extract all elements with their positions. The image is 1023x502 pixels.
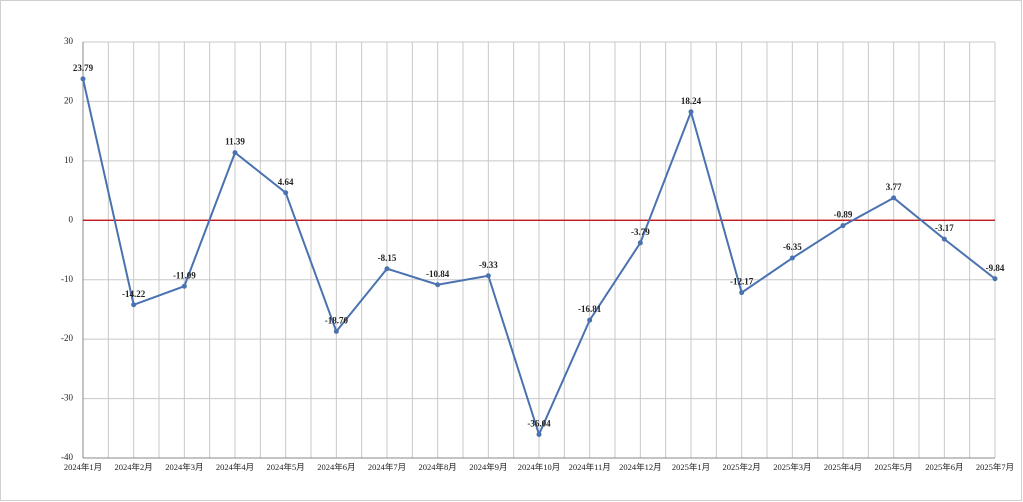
x-tick-label: 2025年7月 xyxy=(976,462,1014,472)
data-point xyxy=(232,150,238,156)
data-point xyxy=(384,266,390,272)
x-tick-label: 2024年11月 xyxy=(569,462,611,472)
data-point xyxy=(992,276,998,282)
y-tick-label: 0 xyxy=(69,214,74,224)
data-label: -10.84 xyxy=(426,269,450,279)
y-tick-label: -40 xyxy=(61,452,73,462)
data-point xyxy=(688,109,694,115)
data-label: 11.39 xyxy=(225,137,245,147)
data-label: -18.70 xyxy=(325,315,349,325)
data-point xyxy=(840,223,846,229)
x-tick-label: 2024年8月 xyxy=(419,462,457,472)
data-point xyxy=(283,190,289,196)
y-tick-label: 30 xyxy=(64,36,74,46)
data-label: -36.04 xyxy=(527,419,551,429)
x-tick-label: 2024年4月 xyxy=(216,462,254,472)
data-label: 23.79 xyxy=(73,63,94,73)
x-tick-label: 2025年2月 xyxy=(723,462,761,472)
data-label: -3.17 xyxy=(935,223,954,233)
data-point xyxy=(637,240,643,246)
data-label: -12.17 xyxy=(730,277,754,287)
x-tick-label: 2024年7月 xyxy=(368,462,406,472)
data-point xyxy=(587,317,593,323)
data-label: -9.84 xyxy=(986,263,1005,273)
data-point xyxy=(739,290,745,296)
data-label: -6.35 xyxy=(783,242,802,252)
data-label: -3.79 xyxy=(631,227,650,237)
x-tick-label: 2025年1月 xyxy=(672,462,710,472)
data-point xyxy=(485,273,491,279)
data-point xyxy=(435,282,441,288)
data-point xyxy=(789,255,795,261)
data-label: 4.64 xyxy=(278,177,294,187)
data-point xyxy=(80,76,86,82)
x-tick-label: 2024年3月 xyxy=(165,462,203,472)
y-tick-label: -20 xyxy=(61,333,73,343)
y-tick-label: 20 xyxy=(64,95,74,105)
data-point xyxy=(941,236,947,242)
x-tick-label: 2024年6月 xyxy=(317,462,355,472)
y-tick-label: -10 xyxy=(61,274,73,284)
data-label: 3.77 xyxy=(886,182,902,192)
data-label: -8.15 xyxy=(378,253,397,263)
data-point xyxy=(891,195,897,201)
y-tick-label: -30 xyxy=(61,393,73,403)
data-label: -16.81 xyxy=(578,304,602,314)
data-point xyxy=(131,302,137,308)
data-point xyxy=(181,283,187,289)
x-tick-label: 2024年9月 xyxy=(469,462,507,472)
x-tick-label: 2025年4月 xyxy=(824,462,862,472)
x-tick-label: 2025年5月 xyxy=(875,462,913,472)
x-tick-label: 2024年12月 xyxy=(619,462,662,472)
x-tick-label: 2025年6月 xyxy=(925,462,963,472)
data-label: 18.24 xyxy=(681,96,702,106)
x-tick-label: 2024年10月 xyxy=(518,462,561,472)
data-label: -11.09 xyxy=(173,270,196,280)
data-point xyxy=(536,431,542,437)
data-label: -14.22 xyxy=(122,289,146,299)
data-label: -9.33 xyxy=(479,260,498,270)
x-tick-label: 2024年1月 xyxy=(64,462,102,472)
y-tick-label: 10 xyxy=(64,155,74,165)
x-tick-label: 2024年5月 xyxy=(267,462,305,472)
data-label: -0.89 xyxy=(834,210,853,220)
x-tick-label: 2024年2月 xyxy=(115,462,153,472)
data-point xyxy=(333,328,339,334)
x-tick-label: 2025年3月 xyxy=(773,462,811,472)
